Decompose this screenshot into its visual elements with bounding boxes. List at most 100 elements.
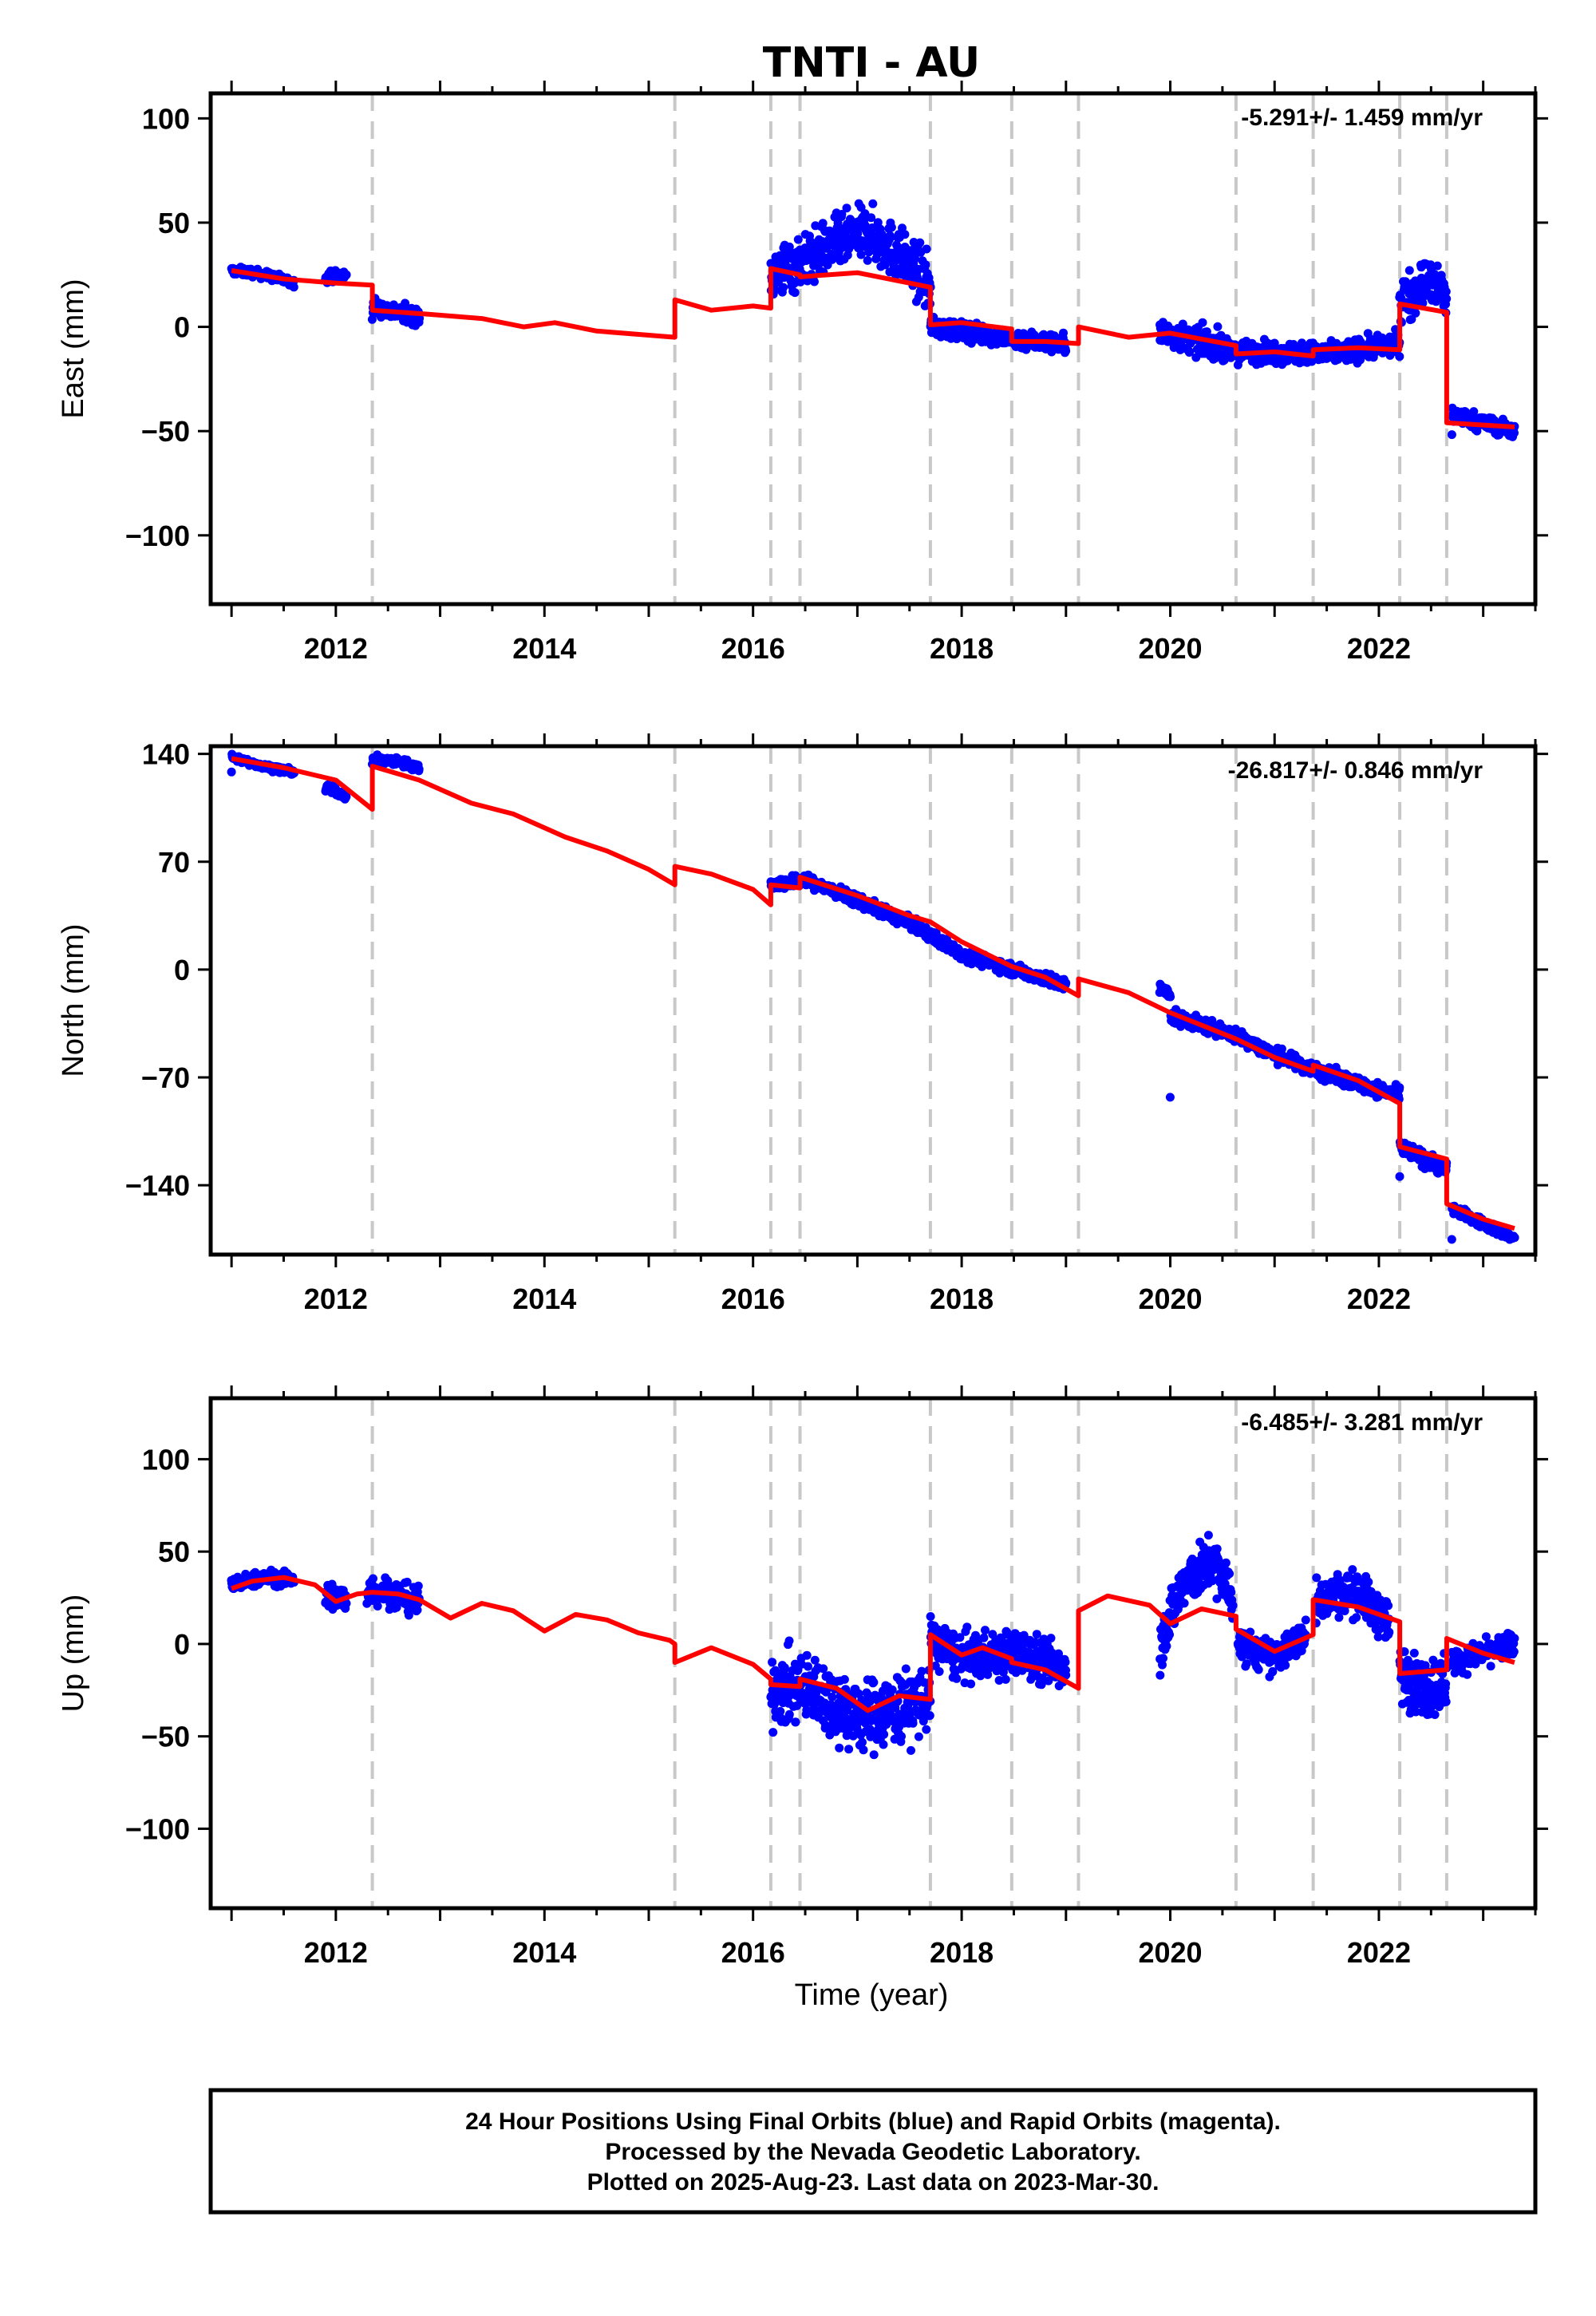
east-data-point [868, 199, 878, 208]
east-data-point [1411, 308, 1420, 318]
east-data-point [790, 288, 800, 298]
east-data-point [784, 242, 794, 251]
panel-north: 2012 2014 2016 2018 2020 2022−140−70070140Nor… [57, 733, 1548, 1315]
up-data-point [780, 1663, 789, 1673]
figure-title: TNTI - AU [763, 39, 980, 87]
up-data-point [922, 1725, 931, 1734]
up-data-point [810, 1655, 820, 1665]
up-data-point [413, 1581, 423, 1591]
east-data-point [915, 238, 925, 247]
up-data-point [952, 1674, 962, 1683]
up-data-point [784, 1636, 794, 1646]
up-data-point [901, 1664, 911, 1674]
up-data-point [819, 1664, 828, 1674]
east-data-point [922, 244, 931, 254]
east-data-point [342, 270, 351, 279]
up-data-point [917, 1666, 926, 1676]
east-y-axis-label: East (mm) [57, 279, 90, 418]
east-x-tick-label: 2022 [1347, 632, 1411, 665]
east-data-point [853, 229, 863, 239]
east-data-point [1447, 430, 1456, 440]
east-data-point [1185, 347, 1195, 357]
east-data-point [793, 235, 803, 244]
up-data-point [404, 1611, 413, 1620]
north-y-axis-label: North (mm) [57, 923, 90, 1077]
north-data-point [1447, 1235, 1456, 1244]
east-x-tick-label: 2020 [1138, 632, 1202, 665]
east-model-line [231, 266, 1515, 429]
up-data-point [802, 1650, 812, 1660]
east-data-point [886, 232, 895, 242]
north-y-tick-label: 70 [158, 846, 190, 879]
east-data-point [867, 223, 877, 233]
east-x-tick-label: 2016 [721, 632, 785, 665]
panel-up: 2012 2014 2016 2018 2020 2022−100−50050100Up … [57, 1385, 1548, 1969]
up-data-point [804, 1662, 812, 1671]
up-data-point [897, 1732, 906, 1741]
east-data-point [1404, 266, 1414, 275]
east-y-tick-label: 0 [174, 311, 190, 344]
east-data-point [856, 250, 866, 259]
up-data-point [914, 1732, 923, 1741]
north-data-point [1207, 1016, 1217, 1025]
north-model-line [231, 756, 1515, 1231]
up-data-point [1001, 1674, 1010, 1684]
north-x-tick-label: 2012 [304, 1282, 368, 1315]
east-data-point [367, 314, 377, 324]
up-data-point [887, 1685, 897, 1694]
north-y-tick-label: 0 [174, 954, 190, 986]
up-data-point [844, 1745, 854, 1754]
up-data-point [966, 1679, 976, 1689]
east-data-point [1059, 328, 1068, 338]
up-data-point [776, 1706, 785, 1716]
east-x-tick-label: 2012 [304, 632, 368, 665]
panel-east: 2012 2014 2016 2018 2020 2022−100−50050100Eas… [57, 81, 1548, 665]
north-rate-label: -26.817+/- 0.846 mm/yr [1228, 757, 1483, 784]
up-data-point [342, 1599, 351, 1608]
up-data-point [926, 1612, 935, 1621]
east-data-point [1395, 352, 1404, 362]
east-y-tick-label: −50 [141, 415, 190, 448]
north-x-tick-label: 2022 [1347, 1282, 1411, 1315]
up-data-point [839, 1674, 849, 1684]
up-data-point [373, 1602, 382, 1611]
east-plot-frame [208, 91, 1538, 607]
up-data-point [981, 1626, 990, 1635]
up-data-point [835, 1743, 844, 1753]
up-data-point [907, 1745, 915, 1755]
up-data-point [994, 1676, 1004, 1685]
east-data-point [842, 204, 851, 213]
up-data-point [392, 1603, 401, 1612]
up-data-point [879, 1729, 889, 1739]
east-data-point [1441, 287, 1451, 296]
east-y-tick-label: 50 [158, 207, 190, 239]
east-data-point [1442, 294, 1452, 303]
up-data-point [869, 1750, 879, 1760]
east-x-tick-label: 2014 [512, 632, 576, 665]
east-data-point [1432, 261, 1442, 271]
up-data-point [791, 1717, 800, 1727]
east-data-point [1469, 407, 1479, 417]
north-x-tick-label: 2016 [721, 1282, 785, 1315]
east-data-point [837, 210, 847, 219]
north-plot-frame [208, 744, 1538, 1257]
north-y-tick-label: −70 [141, 1061, 190, 1094]
east-rate-label: -5.291+/- 1.459 mm/yr [1241, 105, 1483, 131]
north-data-point [227, 767, 236, 777]
up-data-point [842, 1731, 851, 1741]
east-data-point [818, 219, 828, 228]
up-data-point [925, 1711, 934, 1721]
east-x-tick-label: 2018 [930, 632, 994, 665]
east-data-point [911, 254, 920, 263]
north-x-tick-label: 2018 [930, 1282, 994, 1315]
north-data-point [1166, 992, 1175, 1002]
up-data-point [934, 1667, 944, 1676]
north-data-point [1395, 1083, 1404, 1093]
up-data-point [369, 1574, 377, 1583]
east-data-point [779, 283, 788, 292]
up-data-point [869, 1678, 879, 1687]
up-data-point [962, 1622, 972, 1632]
east-data-point [887, 223, 896, 232]
up-data-point [768, 1658, 777, 1667]
